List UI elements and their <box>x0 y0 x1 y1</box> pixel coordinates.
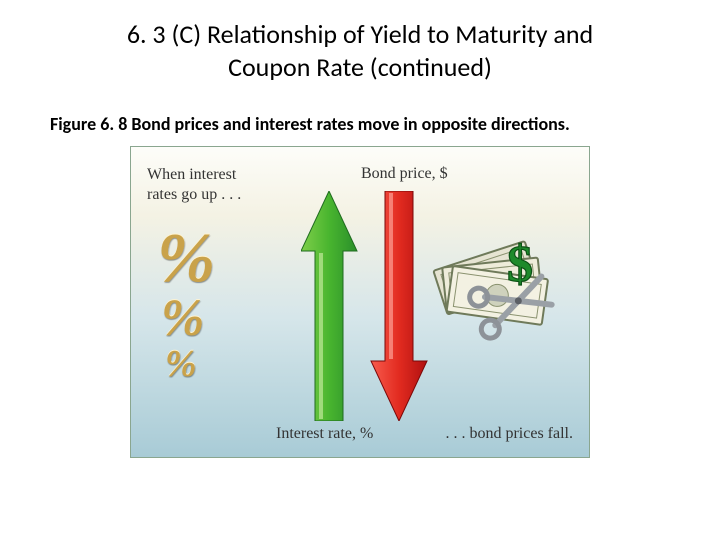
percent-icon-large: % <box>157 227 212 290</box>
label-interest-up: When interest rates go up . . . <box>147 165 241 203</box>
figure-caption: Figure 6. 8 Bond prices and interest rat… <box>50 113 670 136</box>
percent-stack: % % % <box>157 227 212 381</box>
red-down-arrow-icon <box>371 191 427 421</box>
label-bond-fall: . . . bond prices fall. <box>445 425 573 443</box>
title-line-1: 6. 3 (C) Relationship of Yield to Maturi… <box>127 18 593 50</box>
label-interest-rate-bottom: Interest rate, % <box>276 425 373 443</box>
figure-panel: When interest rates go up . . . Bond pri… <box>130 146 590 458</box>
dollar-sign-icon: $ <box>507 237 533 293</box>
percent-icon-medium: % <box>161 296 212 343</box>
label-bond-price-top: Bond price, $ <box>361 165 448 183</box>
percent-icon-small: % <box>165 347 212 381</box>
green-up-arrow-icon <box>301 191 357 421</box>
arrows-svg <box>301 191 431 421</box>
slide-title: 6. 3 (C) Relationship of Yield to Maturi… <box>0 18 720 83</box>
title-line-2: Coupon Rate (continued) <box>228 51 492 83</box>
money-scissors-svg: $ <box>427 237 577 367</box>
